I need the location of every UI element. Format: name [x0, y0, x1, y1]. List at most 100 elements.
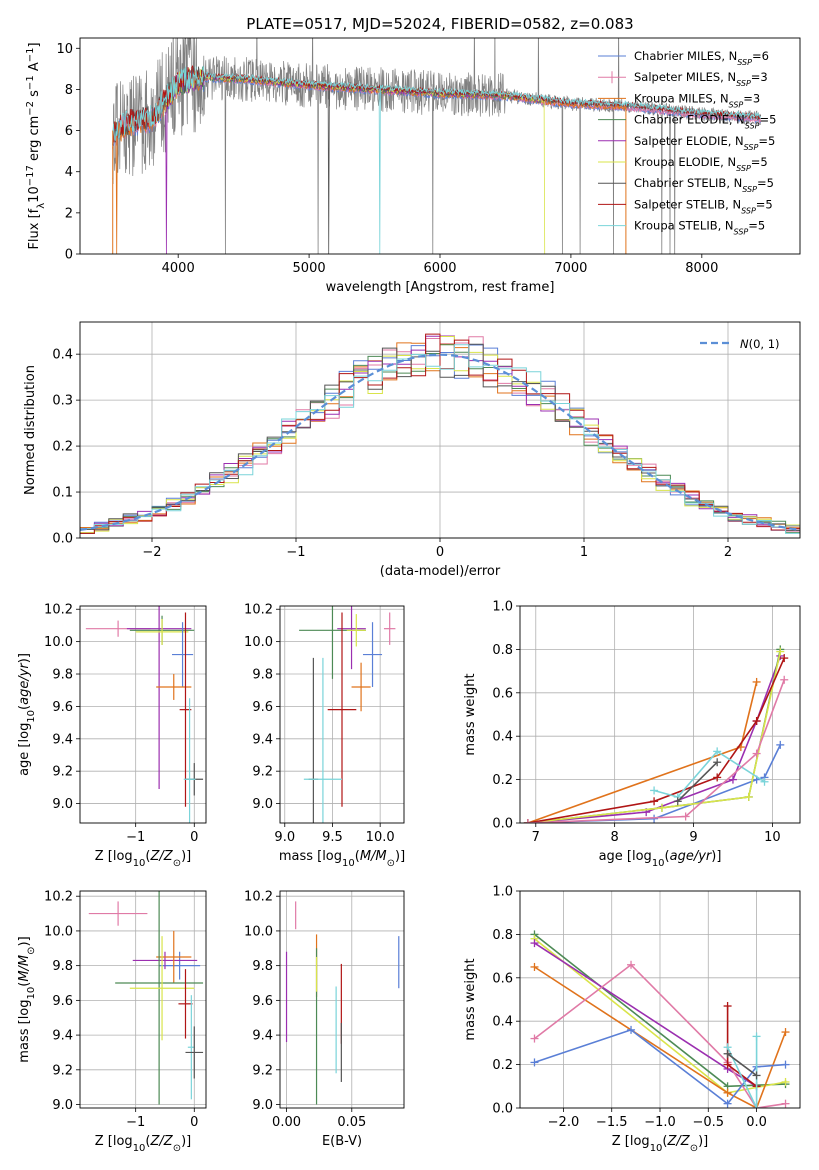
plot-area [523, 645, 789, 823]
legend-entry: Salpeter MILES, NSSP=3 [634, 70, 768, 88]
label-part: age/yr [670, 849, 713, 864]
legend-entry: Salpeter STELIB, NSSP=5 [634, 197, 773, 215]
label-part: ( [665, 849, 670, 864]
y-tick-label: 9.0 [252, 797, 273, 812]
y-tick-label: 0.2 [52, 440, 73, 455]
x-tick-label: 2 [724, 545, 732, 560]
x-tick-label: 10 [764, 830, 781, 845]
legend-label: N [740, 337, 749, 351]
y-tick-label: 0.6 [492, 686, 513, 701]
plot-area [285, 901, 400, 1105]
legend-model: Salpeter ELODIE, N [634, 134, 744, 148]
label-part: A [27, 62, 42, 75]
legend-entry: Salpeter ELODIE, NSSP=5 [634, 134, 775, 152]
label-part: ( [145, 849, 150, 864]
y-tick-label: 9.2 [52, 1063, 73, 1078]
label-part: )] [711, 849, 721, 864]
axes-frame [79, 321, 801, 539]
y-tick-label: 9.8 [252, 959, 273, 974]
plot-area [530, 930, 790, 1108]
label-part: Normed distribution [23, 365, 38, 495]
label-part: 10 [652, 858, 665, 869]
label-part: ⊙ [387, 858, 395, 869]
label-part: mass [log [17, 999, 32, 1062]
legend-sub: SSP [742, 185, 757, 194]
weight-line [527, 651, 782, 823]
x-axis-label: age [log10(age/yr)] [599, 849, 722, 869]
y-axis-label: Flux [fλ10−17 erg cm−2 s−1 A−1] [25, 42, 47, 249]
panel-2: −2 −1 0 1 2 0.0 0.1 0.2 0.3 0.4 N(0, 1) (data-model… [23, 321, 801, 579]
label-part: ( [145, 1134, 150, 1149]
legend-count: =5 [760, 113, 777, 127]
axes-frame [79, 37, 801, 255]
legend-entry: Kroupa ELODIE, NSSP=5 [634, 155, 768, 173]
legend-sub: SSP [741, 206, 756, 215]
label-part: 10 [26, 987, 37, 1000]
label-part: 10 [133, 858, 146, 869]
normal-reference-curve [80, 353, 800, 531]
y-tick-label: 0.8 [492, 643, 513, 658]
axes-frame [79, 605, 207, 824]
label-part: −1 [25, 48, 36, 63]
x-tick-label: −1.0 [644, 1115, 676, 1130]
y-tick-label: 0.8 [492, 928, 513, 943]
label-part: Z/Z [667, 1134, 691, 1149]
x-tick-label: −1 [126, 1115, 145, 1130]
label-part: )] [181, 1134, 191, 1149]
y-tick-label: 10.2 [244, 603, 273, 618]
data-spectrum [112, 38, 762, 254]
x-tick-label: −0.5 [692, 1115, 724, 1130]
label-part: ( [17, 705, 32, 710]
legend-entry: Kroupa MILES, NSSP=3 [634, 91, 760, 109]
y-tick-label: 1.0 [492, 600, 513, 615]
x-tick-label: 0 [436, 545, 444, 560]
y-tick-label: 9.0 [52, 797, 73, 812]
x-tick-label: 8000 [685, 261, 718, 276]
legend-model: Chabrier STELIB, N [634, 176, 742, 190]
y-tick-label: 10.2 [44, 890, 73, 905]
panel-1: 4000 5000 6000 7000 8000 0 2 4 6 8 10 Chabrier MILE… [25, 37, 801, 295]
weight-line [726, 1006, 758, 1087]
label-part: ( [17, 982, 32, 987]
y-tick-label: 9.8 [52, 959, 73, 974]
legend-count: =5 [756, 197, 773, 211]
x-tick-label: 6000 [423, 261, 456, 276]
legend-model: Chabrier MILES, N [634, 49, 737, 63]
legend-count: =3 [751, 70, 768, 84]
weight-line [527, 657, 785, 823]
label-part: ⊙ [173, 858, 181, 869]
x-tick-label: 1 [580, 545, 588, 560]
label-part: Z/Z [150, 1134, 174, 1149]
y-tick-label: 10.2 [244, 890, 273, 905]
label-part: 10 [27, 186, 42, 203]
legend-model: Kroupa ELODIE, N [634, 155, 736, 169]
legend-entry: N(0, 1) [740, 337, 780, 351]
x-axis-label: wavelength [Angstrom, rest frame] [326, 280, 555, 295]
x-tick-label: 0 [190, 1115, 198, 1130]
y-tick-label: 10 [56, 42, 73, 57]
label-part: )] [17, 653, 32, 663]
y-tick-label: 9.4 [52, 1029, 73, 1044]
plot-area [112, 38, 762, 254]
label-part: )] [17, 936, 32, 946]
legend-label: (0, 1) [749, 337, 780, 351]
label-part: −2 [25, 101, 36, 116]
y-tick-label: 9.2 [52, 765, 73, 780]
label-part: λ [36, 203, 47, 209]
panel-4: 9.0 9.5 10.0 9.0 9.2 9.4 9.6 9.8 10.0 10.2 mass [l… [244, 603, 405, 869]
x-tick-label: 0.00 [272, 1115, 301, 1130]
x-tick-label: 9.0 [274, 830, 295, 845]
x-axis-label: (data-model)/error [380, 564, 501, 579]
x-tick-label: −1 [286, 545, 305, 560]
y-axis-label: mass weight [463, 673, 478, 755]
label-part: Z [log [95, 849, 133, 864]
legend-entry: Chabrier MILES, NSSP=6 [634, 49, 769, 67]
label-part: )] [698, 1134, 708, 1149]
label-part: s [27, 90, 42, 101]
y-tick-label: 1.0 [492, 885, 513, 900]
legend-sub: SSP [736, 79, 751, 88]
label-part: mass weight [463, 673, 478, 755]
legend-model: Chabrier ELODIE, N [634, 113, 745, 127]
